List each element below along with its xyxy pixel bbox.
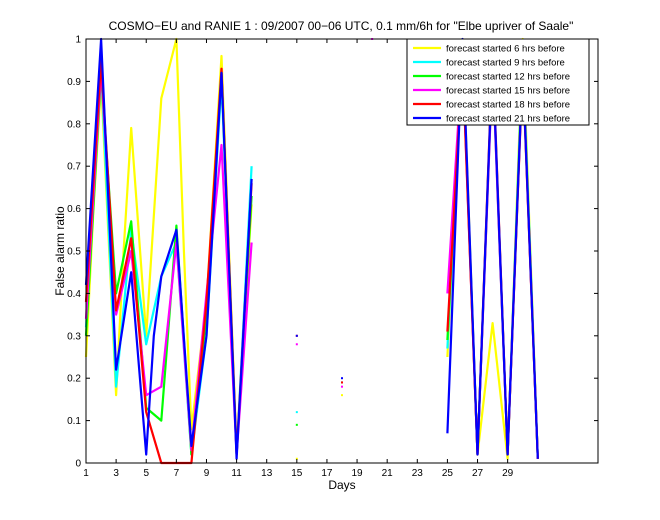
x-tick-label: 11: [231, 468, 242, 479]
x-tick-label: 19: [351, 468, 363, 479]
y-axis: 0 0.1 0.2 0.3 0.4 0.5 0.6 0.7 0.8 0.9 1: [67, 35, 598, 470]
x-tick-label: 23: [412, 468, 424, 479]
x-tick-label: 29: [502, 468, 514, 479]
series-2-point-0: [295, 423, 298, 426]
legend-label-5: forecast started 21 hrs before: [446, 114, 570, 125]
x-tick-label: 9: [204, 468, 210, 479]
x-tick-label: 1: [83, 468, 89, 479]
y-tick-label: 0.8: [67, 119, 81, 130]
legend-label-2: forecast started 12 hrs before: [446, 72, 570, 83]
legend-label-3: forecast started 15 hrs before: [446, 86, 570, 97]
legend-box: [406, 38, 590, 126]
legend-label-4: forecast started 18 hrs before: [446, 100, 570, 111]
series-0-point-1: [341, 394, 343, 397]
y-tick-label: 0.7: [67, 162, 81, 173]
x-tick-label: 5: [143, 468, 149, 479]
y-tick-label: 0: [75, 459, 81, 470]
x-tick-label: 13: [261, 468, 273, 479]
y-tick-label: 0.6: [67, 204, 81, 215]
x-tick-label: 21: [382, 468, 394, 479]
legend-label-1: forecast started 9 hrs before: [446, 58, 565, 69]
x-axis: 1 3 5 7 9 11 13 15 17 19 21 23 25 27 29: [83, 39, 514, 479]
series-5-line-segment-0: [84, 37, 253, 460]
x-axis-label: Days: [328, 478, 355, 492]
x-tick-label: 25: [442, 468, 454, 479]
y-tick-label: 0.1: [67, 416, 81, 427]
series-5-point-1: [341, 377, 343, 380]
series-3-point-0: [295, 343, 298, 346]
series-0-point-0: [295, 457, 298, 460]
legend: forecast started 6 hrs before forecast st…: [406, 38, 590, 126]
series-4-point-1: [341, 381, 343, 384]
y-tick-label: 0.5: [67, 247, 81, 258]
y-tick-label: 0.4: [67, 289, 81, 300]
x-tick-label: 17: [321, 468, 333, 479]
x-tick-label: 3: [113, 468, 119, 479]
y-tick-label: 0.2: [67, 374, 81, 385]
legend-label-0: forecast started 6 hrs before: [446, 44, 565, 55]
y-tick-label: 0.9: [67, 77, 81, 88]
chart-title: COSMO−EU and RANIE 1 : 09/2007 00−06 UTC…: [109, 19, 574, 33]
y-tick-label: 0.3: [67, 331, 81, 342]
series-3-point-1: [341, 385, 343, 388]
x-tick-label: 15: [291, 468, 303, 479]
x-tick-label: 7: [174, 468, 180, 479]
series-1-point-0: [295, 411, 298, 414]
y-tick-label: 1: [75, 35, 81, 46]
x-tick-label: 27: [472, 468, 484, 479]
series-5-point-0: [295, 334, 298, 337]
y-axis-label: False alarm ratio: [53, 206, 67, 296]
